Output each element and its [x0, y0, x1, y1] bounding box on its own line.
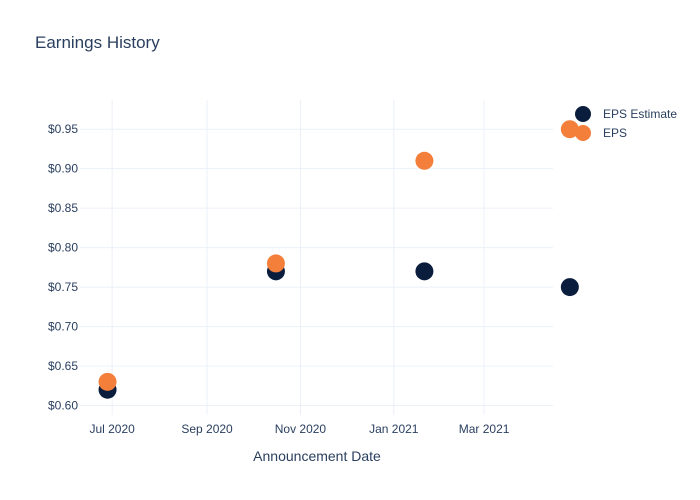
- eps-point[interactable]: [415, 151, 434, 170]
- grid-layer: [80, 100, 553, 415]
- y-tick-label: $0.65: [48, 359, 78, 373]
- eps-estimate-point[interactable]: [560, 278, 579, 297]
- x-axis-ticks: Jul 2020 Sep 2020 Nov 2020 Jan 2021 Mar 2021: [89, 422, 509, 436]
- legend-item-eps[interactable]: EPS: [575, 125, 627, 141]
- data-points: [98, 120, 579, 399]
- y-tick-label: $0.95: [48, 122, 78, 136]
- legend-marker: [575, 106, 591, 122]
- x-axis-title: Announcement Date: [253, 448, 381, 464]
- y-tick-label: $0.60: [48, 399, 78, 413]
- y-tick-label: $0.85: [48, 201, 78, 215]
- y-tick-label: $0.70: [48, 320, 78, 334]
- legend-marker: [575, 125, 591, 141]
- legend-label: EPS Estimate: [603, 107, 677, 121]
- x-tick-label: Mar 2021: [459, 422, 510, 436]
- x-tick-label: Jan 2021: [369, 422, 419, 436]
- y-axis-ticks: $0.60 $0.65 $0.70 $0.75 $0.80 $0.85 $0.90 $0.95: [48, 122, 78, 412]
- x-tick-label: Sep 2020: [181, 422, 233, 436]
- eps-point[interactable]: [560, 120, 579, 139]
- legend[interactable]: EPS Estimate EPS: [575, 106, 677, 141]
- eps-point[interactable]: [266, 254, 285, 273]
- legend-item-eps-estimate[interactable]: EPS Estimate: [575, 106, 677, 122]
- y-tick-label: $0.75: [48, 280, 78, 294]
- eps-point[interactable]: [98, 372, 117, 391]
- legend-label: EPS: [603, 126, 627, 140]
- x-tick-label: Jul 2020: [89, 422, 135, 436]
- eps-estimate-point[interactable]: [415, 262, 434, 281]
- chart-title: Earnings History: [35, 33, 160, 52]
- y-tick-label: $0.80: [48, 241, 78, 255]
- x-tick-label: Nov 2020: [275, 422, 327, 436]
- y-tick-label: $0.90: [48, 162, 78, 176]
